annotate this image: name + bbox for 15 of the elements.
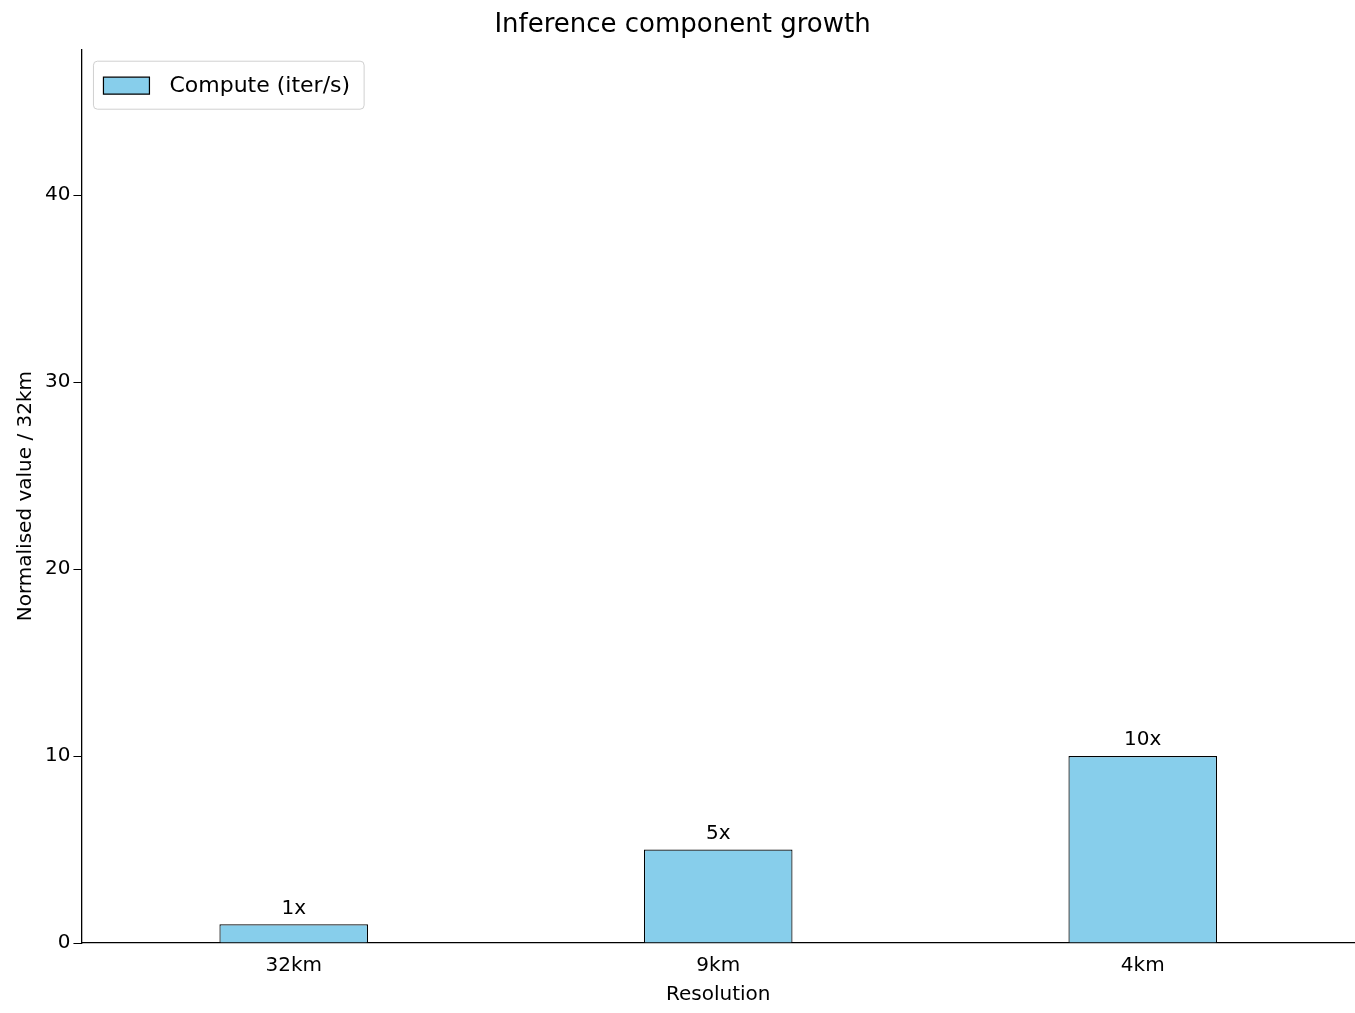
data-label: 5x bbox=[705, 819, 731, 844]
data-label: 10x bbox=[1124, 726, 1162, 751]
y-axis-title: Normalised value / 32km bbox=[12, 370, 37, 622]
y-tick-label: 0 bbox=[57, 929, 71, 954]
y-tick-label: 30 bbox=[45, 368, 71, 393]
x-tick-label: 9km bbox=[696, 952, 741, 977]
chart-title: Inference component growth bbox=[494, 8, 871, 39]
x-axis-title: Resolution bbox=[665, 981, 771, 1006]
y-tick-label: 40 bbox=[45, 181, 71, 206]
y-tick-label: 20 bbox=[45, 555, 71, 580]
y-tick-label: 10 bbox=[45, 742, 71, 767]
x-tick-label: 32km bbox=[265, 952, 322, 977]
legend-label: Compute (iter/s) bbox=[169, 71, 351, 97]
data-label: 1x bbox=[281, 894, 307, 919]
x-tick-label: 4km bbox=[1120, 952, 1165, 977]
